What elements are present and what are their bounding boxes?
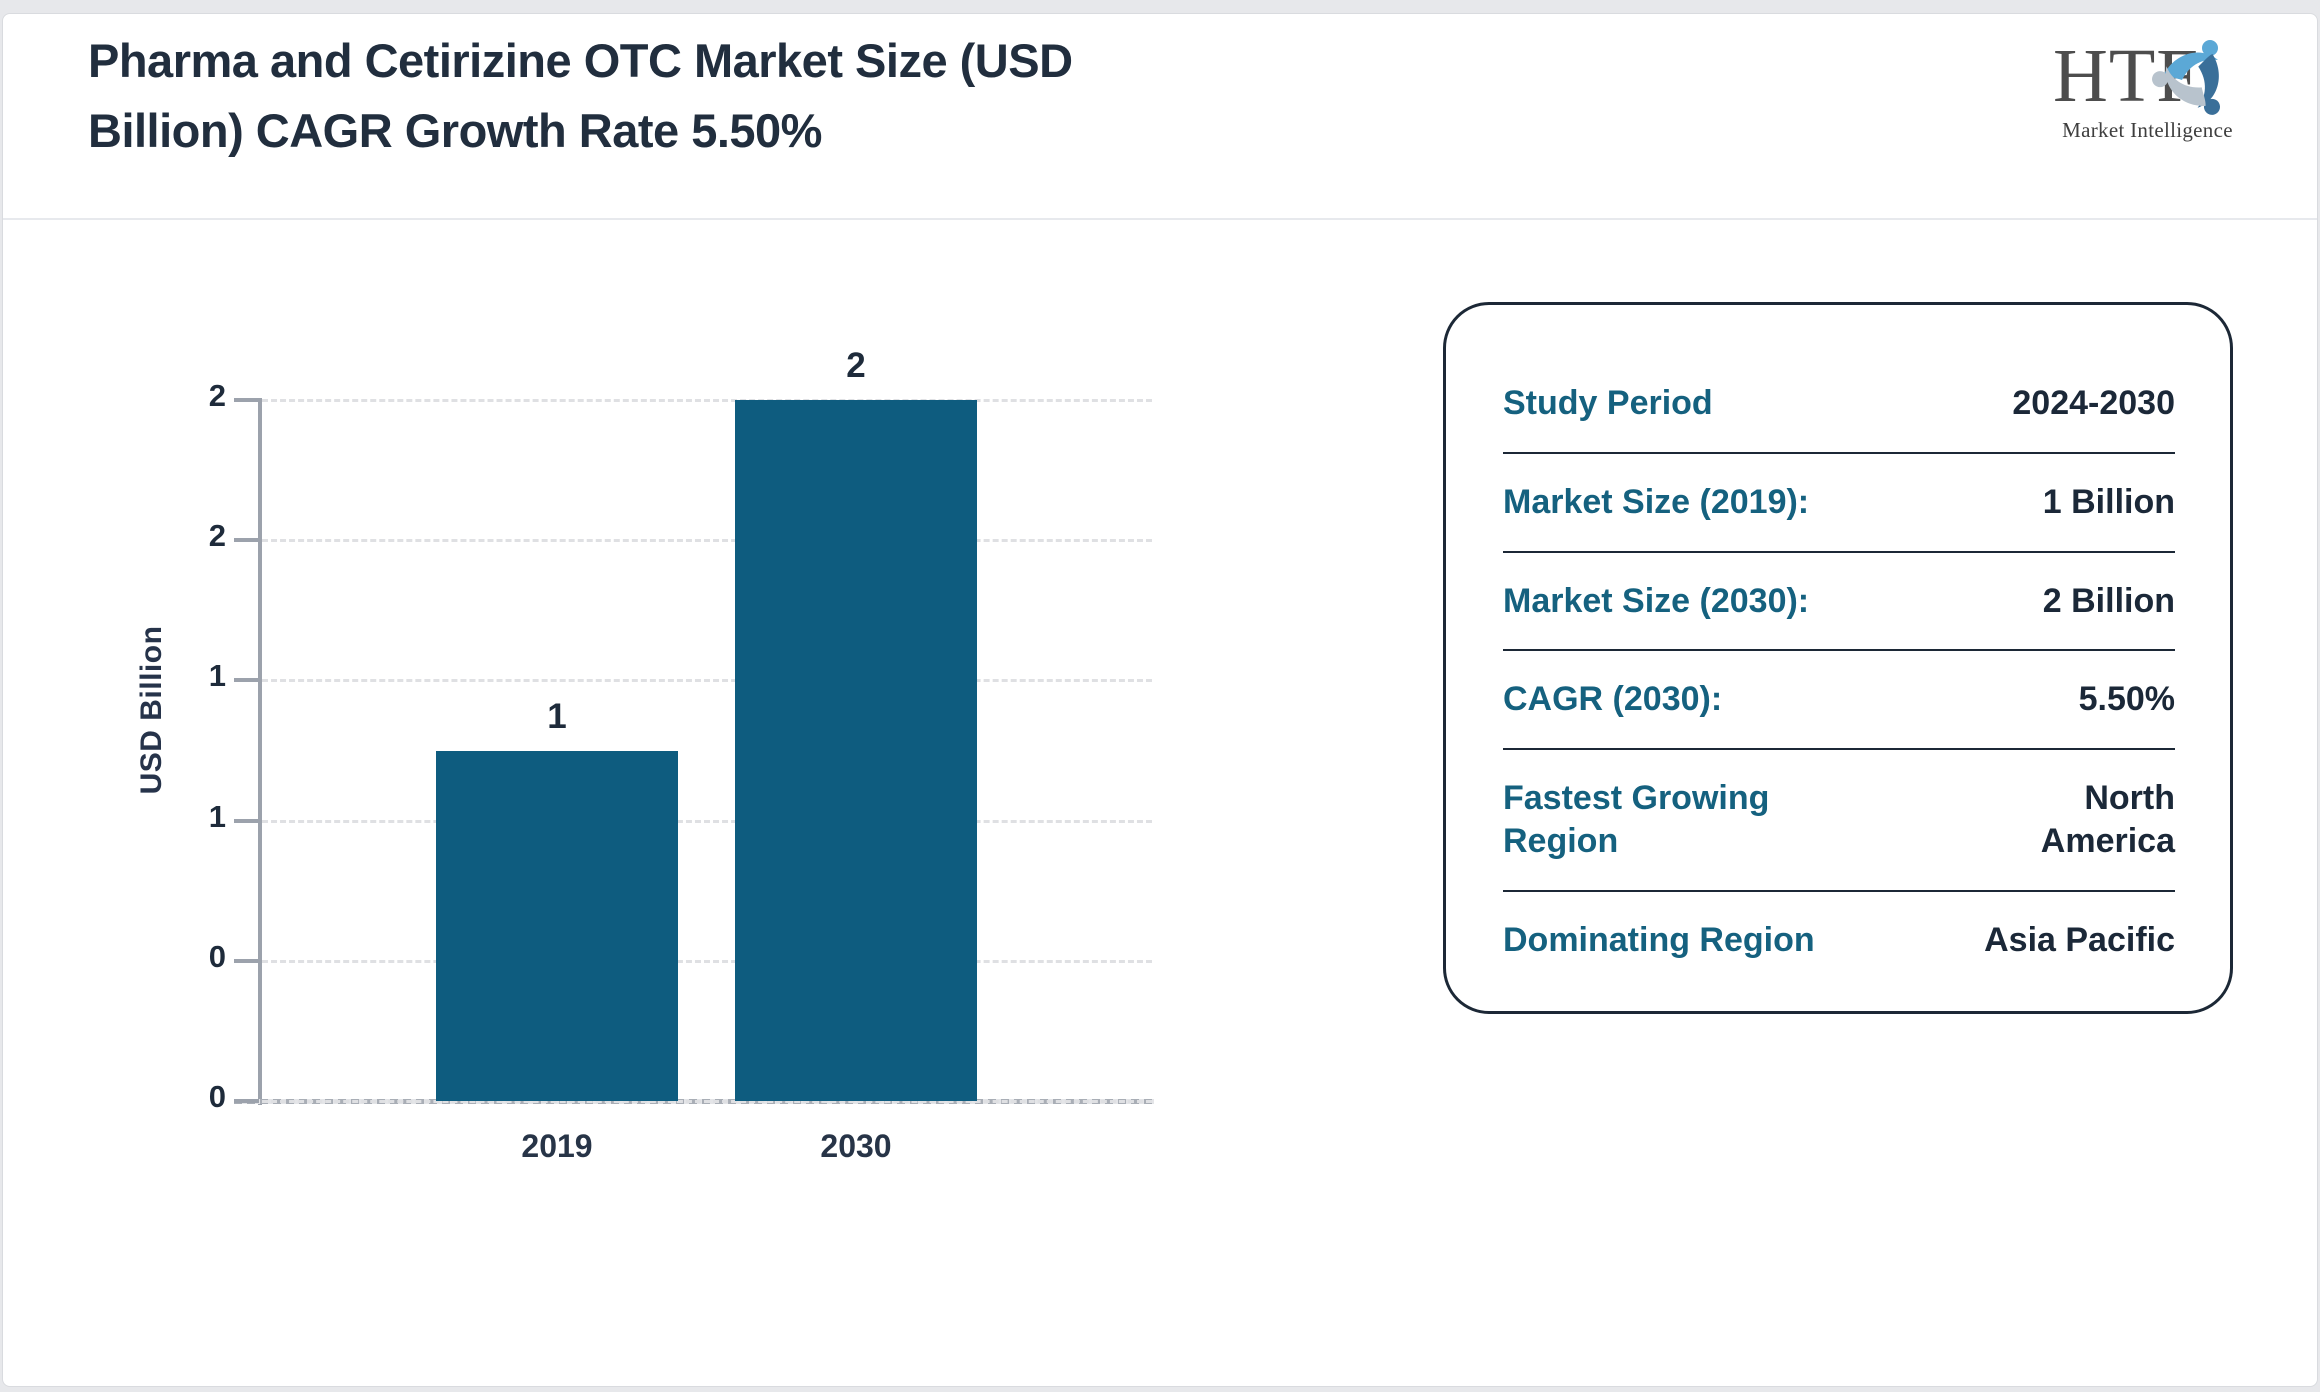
htf-logo: HTF Market Intelligence [2050,30,2245,150]
info-label-dominating-region: Dominating Region [1503,920,1815,959]
y-axis-tick [234,958,259,963]
chart-title-line2: Billion) CAGR Growth Rate 5.50% [88,103,822,157]
htf-logo-subtext: Market Intelligence [2062,118,2233,142]
info-value-dominating-region: Asia Pacific [1984,920,2175,959]
info-row-cagr-2030: CAGR (2030): 5.50% [1503,651,2175,751]
info-panel: Study Period 2024-2030 Market Size (2019):… [1443,302,2233,1014]
info-row-dominating-region: Dominating Region Asia Pacific [1503,892,2175,989]
info-value-study-period: 2024-2030 [2012,384,2175,422]
y-axis-tick [234,1099,259,1103]
info-label-study-period: Study Period [1503,384,1713,422]
gridline [262,399,1152,402]
y-axis-tick-label: 1 [208,658,226,694]
gridline [262,679,1152,683]
x-axis-label-2030: 2030 [820,1128,892,1164]
y-axis-line [258,398,262,1105]
info-row-study-period: Study Period 2024-2030 [1503,355,2175,454]
bar-chart: USD Billion 2 2 1 1 0 0 1 2019 2 2030 [0,218,1443,1218]
info-value-fastest-growing-region: North America [2040,779,2175,861]
info-label-market-size-2030: Market Size (2030): [1503,581,1810,620]
y-axis-tick-label: 2 [208,518,226,554]
y-axis-tick-label: 1 [208,798,226,834]
gridline [262,1100,1152,1103]
info-row-market-size-2019: Market Size (2019): 1 Billion [1503,454,2175,553]
info-value-market-size-2030: 2 Billion [2042,581,2175,620]
y-axis-tick-label: 0 [208,938,226,974]
y-axis-tick-label: 0 [208,1079,226,1114]
chart-title-line1: Pharma and Cetirizine OTC Market Size (U… [88,34,1073,87]
y-axis-tick [234,678,259,683]
bar-2030 [735,400,977,1101]
info-label-cagr-2030: CAGR (2030): [1503,680,1723,719]
bar-value-label-2030: 2 [846,346,866,385]
x-axis-label-2019: 2019 [521,1128,593,1164]
gridline [262,539,1152,543]
htf-swirl-icon [2152,40,2220,115]
info-label-fastest-growing-region: Fastest Growing Region [1503,779,1770,861]
y-axis-tick [234,818,259,823]
gridline [262,959,1152,963]
info-value-cagr-2030: 5.50% [2078,680,2175,719]
info-row-market-size-2030: Market Size (2030): 2 Billion [1503,553,2175,652]
chart-title: Pharma and Cetirizine OTC Market Size (U… [88,26,1488,165]
info-row-fastest-growing-region: Fastest Growing Region North America [1503,750,2175,892]
info-label-market-size-2019: Market Size (2019): [1503,482,1810,521]
y-axis-tick [234,398,259,402]
y-axis-tick [234,538,259,543]
gridline [262,819,1152,823]
bar-2019 [436,750,678,1101]
info-value-market-size-2019: 1 Billion [2042,482,2175,521]
bar-value-label-2019: 1 [547,696,567,736]
header-divider [3,218,2317,220]
y-axis-tick-label: 2 [208,378,226,413]
